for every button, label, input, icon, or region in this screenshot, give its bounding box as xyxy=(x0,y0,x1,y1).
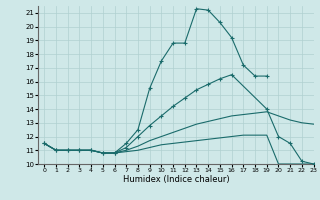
X-axis label: Humidex (Indice chaleur): Humidex (Indice chaleur) xyxy=(123,175,229,184)
